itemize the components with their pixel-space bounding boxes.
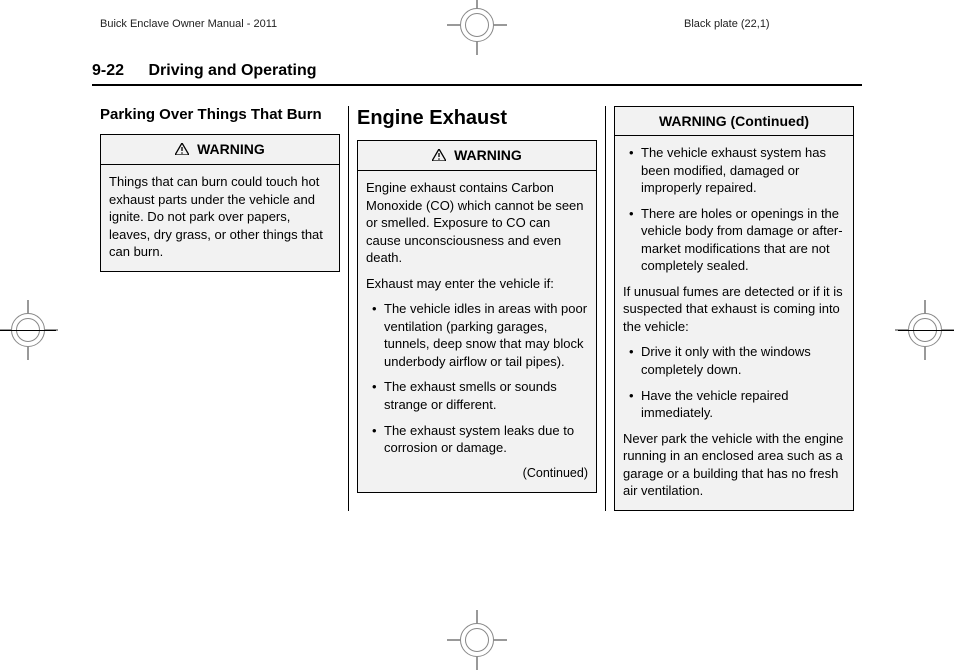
edge-tick-left xyxy=(0,330,56,331)
warning-label: WARNING xyxy=(454,147,522,163)
column-2: Engine Exhaust WARNING Engine exhaust co… xyxy=(348,106,605,511)
header-right: Black plate (22,1) xyxy=(684,18,770,30)
page-number: 9-22 xyxy=(92,62,124,79)
warning-body: The vehicle exhaust system has been modi… xyxy=(615,136,853,510)
warning-list: The vehicle exhaust system has been modi… xyxy=(623,144,845,275)
page-header: 9-22 Driving and Operating xyxy=(92,62,862,86)
warning-header: WARNING (Continued) xyxy=(615,107,853,136)
subsection-title-parking: Parking Over Things That Burn xyxy=(100,106,340,124)
warning-list-item: The vehicle exhaust system has been modi… xyxy=(623,144,845,197)
warning-text: Engine exhaust contains Carbon Monoxide … xyxy=(366,179,588,267)
warning-triangle-icon xyxy=(175,142,189,158)
header-left: Buick Enclave Owner Manual - 2011 xyxy=(100,18,277,30)
warning-list-item: Have the vehicle repaired immediately. xyxy=(623,387,845,422)
warning-label: WARNING (Continued) xyxy=(659,113,809,129)
section-title: Driving and Operating xyxy=(148,62,316,79)
warning-text: Never park the vehicle with the engine r… xyxy=(623,430,845,500)
warning-header: WARNING xyxy=(101,135,339,165)
warning-list-item: The exhaust smells or sounds strange or … xyxy=(366,378,588,413)
warning-header: WARNING xyxy=(358,141,596,171)
warning-list-item: The vehicle idles in areas with poor ven… xyxy=(366,300,588,370)
columns: Parking Over Things That Burn WARNING Th… xyxy=(92,106,862,511)
warning-triangle-icon xyxy=(432,148,446,164)
warning-list: The vehicle idles in areas with poor ven… xyxy=(366,300,588,456)
page-content: 9-22 Driving and Operating Parking Over … xyxy=(92,62,862,612)
warning-text: Exhaust may enter the vehicle if: xyxy=(366,275,588,293)
subsection-title-exhaust: Engine Exhaust xyxy=(357,106,597,130)
warning-text: Things that can burn could touch hot exh… xyxy=(109,173,331,261)
warning-label: WARNING xyxy=(197,141,265,157)
warning-box-parking: WARNING Things that can burn could touch… xyxy=(100,134,340,272)
warning-list-item: The exhaust system leaks due to corrosio… xyxy=(366,422,588,457)
warning-list: Drive it only with the windows completel… xyxy=(623,343,845,421)
warning-box-exhaust-continued: WARNING (Continued) The vehicle exhaust … xyxy=(614,106,854,511)
warning-list-item: Drive it only with the windows completel… xyxy=(623,343,845,378)
warning-body: Things that can burn could touch hot exh… xyxy=(101,165,339,271)
edge-tick-right xyxy=(898,330,954,331)
warning-text: If unusual fumes are detected or if it i… xyxy=(623,283,845,336)
warning-box-exhaust: WARNING Engine exhaust contains Carbon M… xyxy=(357,140,597,493)
warning-list-item: There are holes or openings in the vehic… xyxy=(623,205,845,275)
warning-body: Engine exhaust contains Carbon Monoxide … xyxy=(358,171,596,492)
column-3: WARNING (Continued) The vehicle exhaust … xyxy=(605,106,862,511)
continued-label: (Continued) xyxy=(366,465,588,482)
column-1: Parking Over Things That Burn WARNING Th… xyxy=(92,106,348,511)
